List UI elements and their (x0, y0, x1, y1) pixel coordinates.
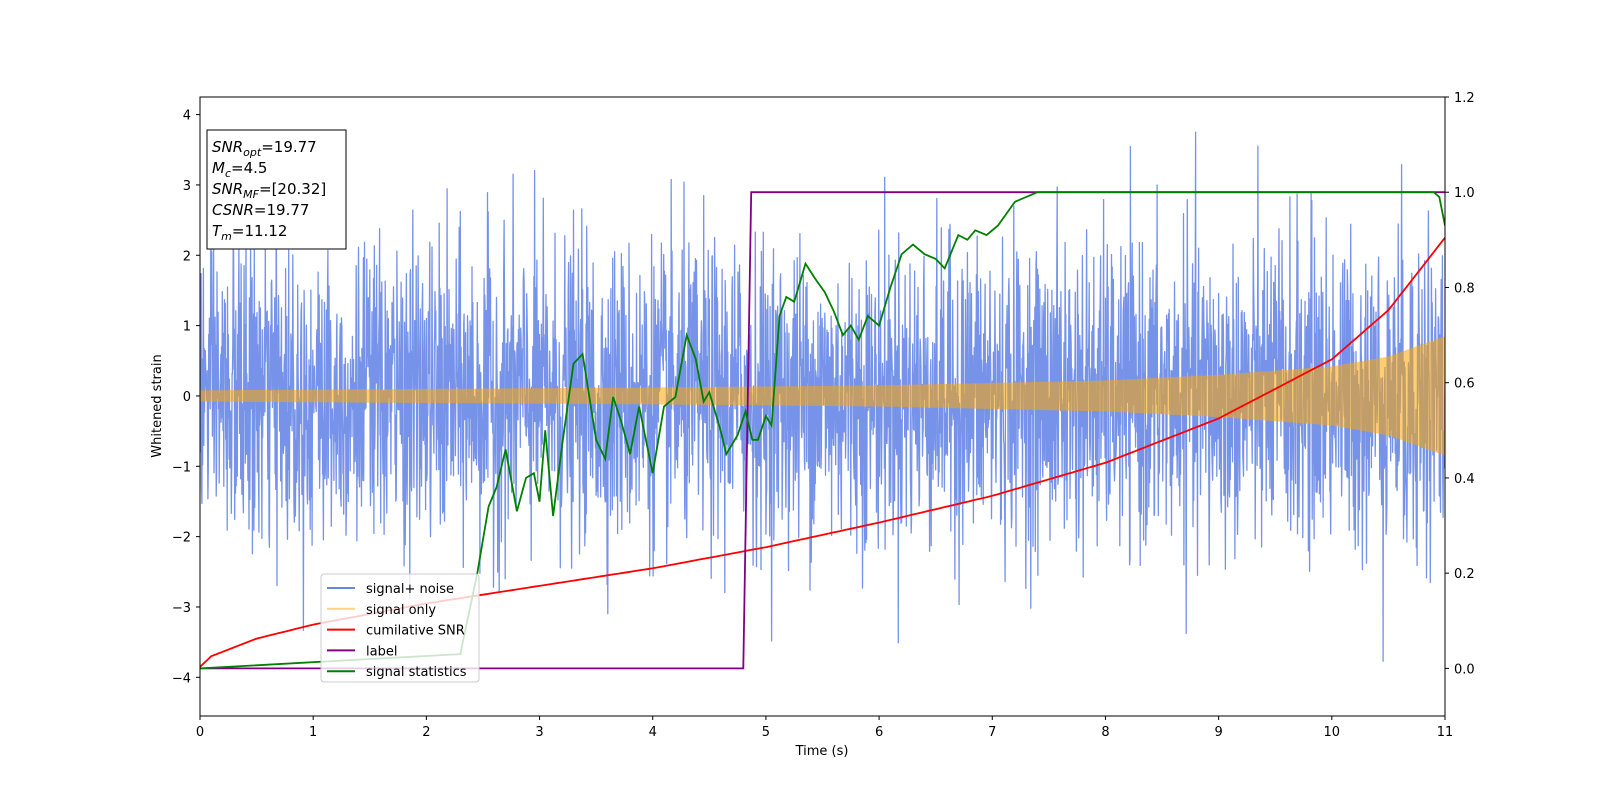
y-axis-label: Whitened strain (150, 354, 165, 457)
x-tick-label: 2 (422, 725, 430, 740)
y-tick-label: −3 (172, 601, 191, 616)
legend-label: signal statistics (366, 665, 467, 680)
y-tick-label: −2 (172, 531, 191, 546)
y-tick-label: 1 (183, 320, 191, 335)
x-tick-label: 5 (762, 725, 770, 740)
y-tick-label: 4 (183, 109, 191, 124)
annotation-line: CSNR=19.77 (212, 201, 309, 219)
x-tick-label: 6 (875, 725, 883, 740)
y-axis-right: 0.0 0.2 0.4 0.6 0.8 1.0 1.2 (1445, 91, 1475, 677)
y2-tick-label: 1.2 (1454, 91, 1475, 106)
y-tick-label: −4 (172, 671, 191, 686)
series-signal-only (200, 336, 1445, 456)
x-tick-label: 8 (1101, 725, 1109, 740)
x-tick-label: 10 (1324, 725, 1341, 740)
annotation-line: SNRopt=19.77 (212, 138, 317, 159)
x-tick-label: 9 (1214, 725, 1222, 740)
x-tick-label: 7 (988, 725, 996, 740)
legend: signal+ noise signal only cumilative SNR la… (320, 573, 480, 683)
x-tick-label: 0 (196, 725, 204, 740)
x-tick-label: 3 (535, 725, 543, 740)
y-tick-label: −1 (172, 460, 191, 475)
plot-frame (199, 96, 1446, 717)
y2-tick-label: 0.8 (1454, 281, 1475, 296)
x-tick-label: 11 (1437, 725, 1454, 740)
x-tick-label: 4 (649, 725, 657, 740)
y2-tick-label: 0.6 (1454, 377, 1475, 392)
y2-tick-label: 1.0 (1454, 186, 1475, 201)
legend-label: cumilative SNR (366, 624, 465, 639)
annotation-line: SNRMF=[20.32] (212, 180, 326, 201)
series-signal-statistics (200, 191, 1445, 670)
y-tick-label: 3 (183, 179, 191, 194)
series-signal-noise (200, 131, 1445, 662)
y2-tick-label: 0.4 (1454, 472, 1475, 487)
legend-frame (320, 573, 480, 683)
annotation-box: SNRopt=19.77Mc=4.5SNRMF=[20.32]CSNR=19.7… (206, 129, 347, 250)
annotation-frame (206, 129, 347, 250)
legend-label: label (366, 644, 397, 659)
y-axis-left: −4 −3 −2 −1 0 1 2 3 4 (172, 109, 200, 686)
y-tick-label: 0 (183, 390, 191, 405)
x-tick-label: 1 (309, 725, 317, 740)
y-tick-label: 2 (183, 249, 191, 264)
annotation-line: Mc=4.5 (212, 159, 267, 180)
legend-label: signal only (366, 603, 436, 618)
y2-tick-label: 0.0 (1454, 662, 1475, 677)
legend-label: signal+ noise (366, 582, 454, 597)
y2-tick-label: 0.2 (1454, 567, 1475, 582)
annotation-line: Tm=11.12 (212, 222, 287, 243)
x-axis-label: Time (s) (795, 744, 849, 759)
x-axis: 0 1 2 3 4 5 6 7 8 9 10 11 (196, 716, 1453, 740)
